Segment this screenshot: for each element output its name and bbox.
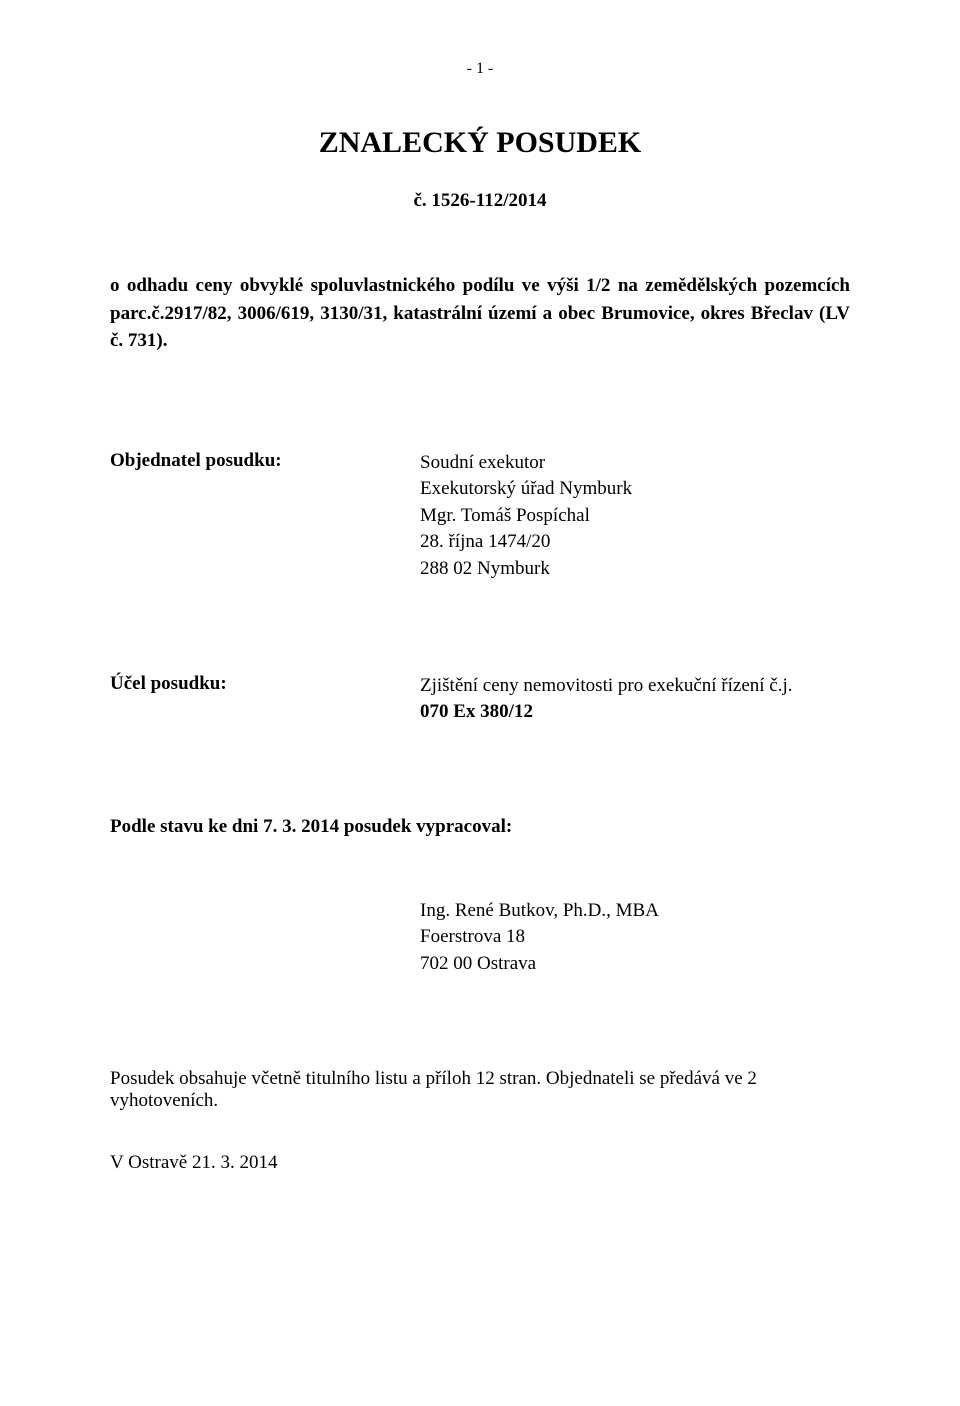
author-block: Ing. René Butkov, Ph.D., MBA Foerstrova … <box>420 898 850 978</box>
subject-description: o odhadu ceny obvyklé spoluvlastnického … <box>110 272 850 355</box>
author-line2: Foerstrova 18 <box>420 924 850 951</box>
purpose-reference: 070 Ex 380/12 <box>420 701 533 722</box>
purpose-row: Účel posudku: Zjištění ceny nemovitosti … <box>110 673 850 726</box>
client-line4: 28. října 1474/20 <box>420 529 632 556</box>
author-line3: 702 00 Ostrava <box>420 951 850 978</box>
client-line5: 288 02 Nymburk <box>420 556 632 583</box>
client-line3: Mgr. Tomáš Pospíchal <box>420 503 632 530</box>
purpose-text: Zjištění ceny nemovitosti pro exekuční ř… <box>420 675 793 696</box>
client-row: Objednatel posudku: Soudní exekutor Exek… <box>110 450 850 583</box>
prepared-by-heading: Podle stavu ke dni 7. 3. 2014 posudek vy… <box>110 816 850 838</box>
location-date: V Ostravě 21. 3. 2014 <box>110 1152 850 1174</box>
client-value: Soudní exekutor Exekutorský úřad Nymburk… <box>420 450 632 583</box>
client-line2: Exekutorský úřad Nymburk <box>420 476 632 503</box>
client-line1: Soudní exekutor <box>420 450 632 477</box>
footer-text: Posudek obsahuje včetně titulního listu … <box>110 1068 850 1112</box>
client-label: Objednatel posudku: <box>110 450 420 583</box>
case-number: č. 1526-112/2014 <box>110 190 850 212</box>
purpose-label: Účel posudku: <box>110 673 420 726</box>
page-number: - 1 - <box>110 60 850 78</box>
author-line1: Ing. René Butkov, Ph.D., MBA <box>420 898 850 925</box>
purpose-value: Zjištění ceny nemovitosti pro exekuční ř… <box>420 673 793 726</box>
document-title: ZNALECKÝ POSUDEK <box>110 126 850 160</box>
